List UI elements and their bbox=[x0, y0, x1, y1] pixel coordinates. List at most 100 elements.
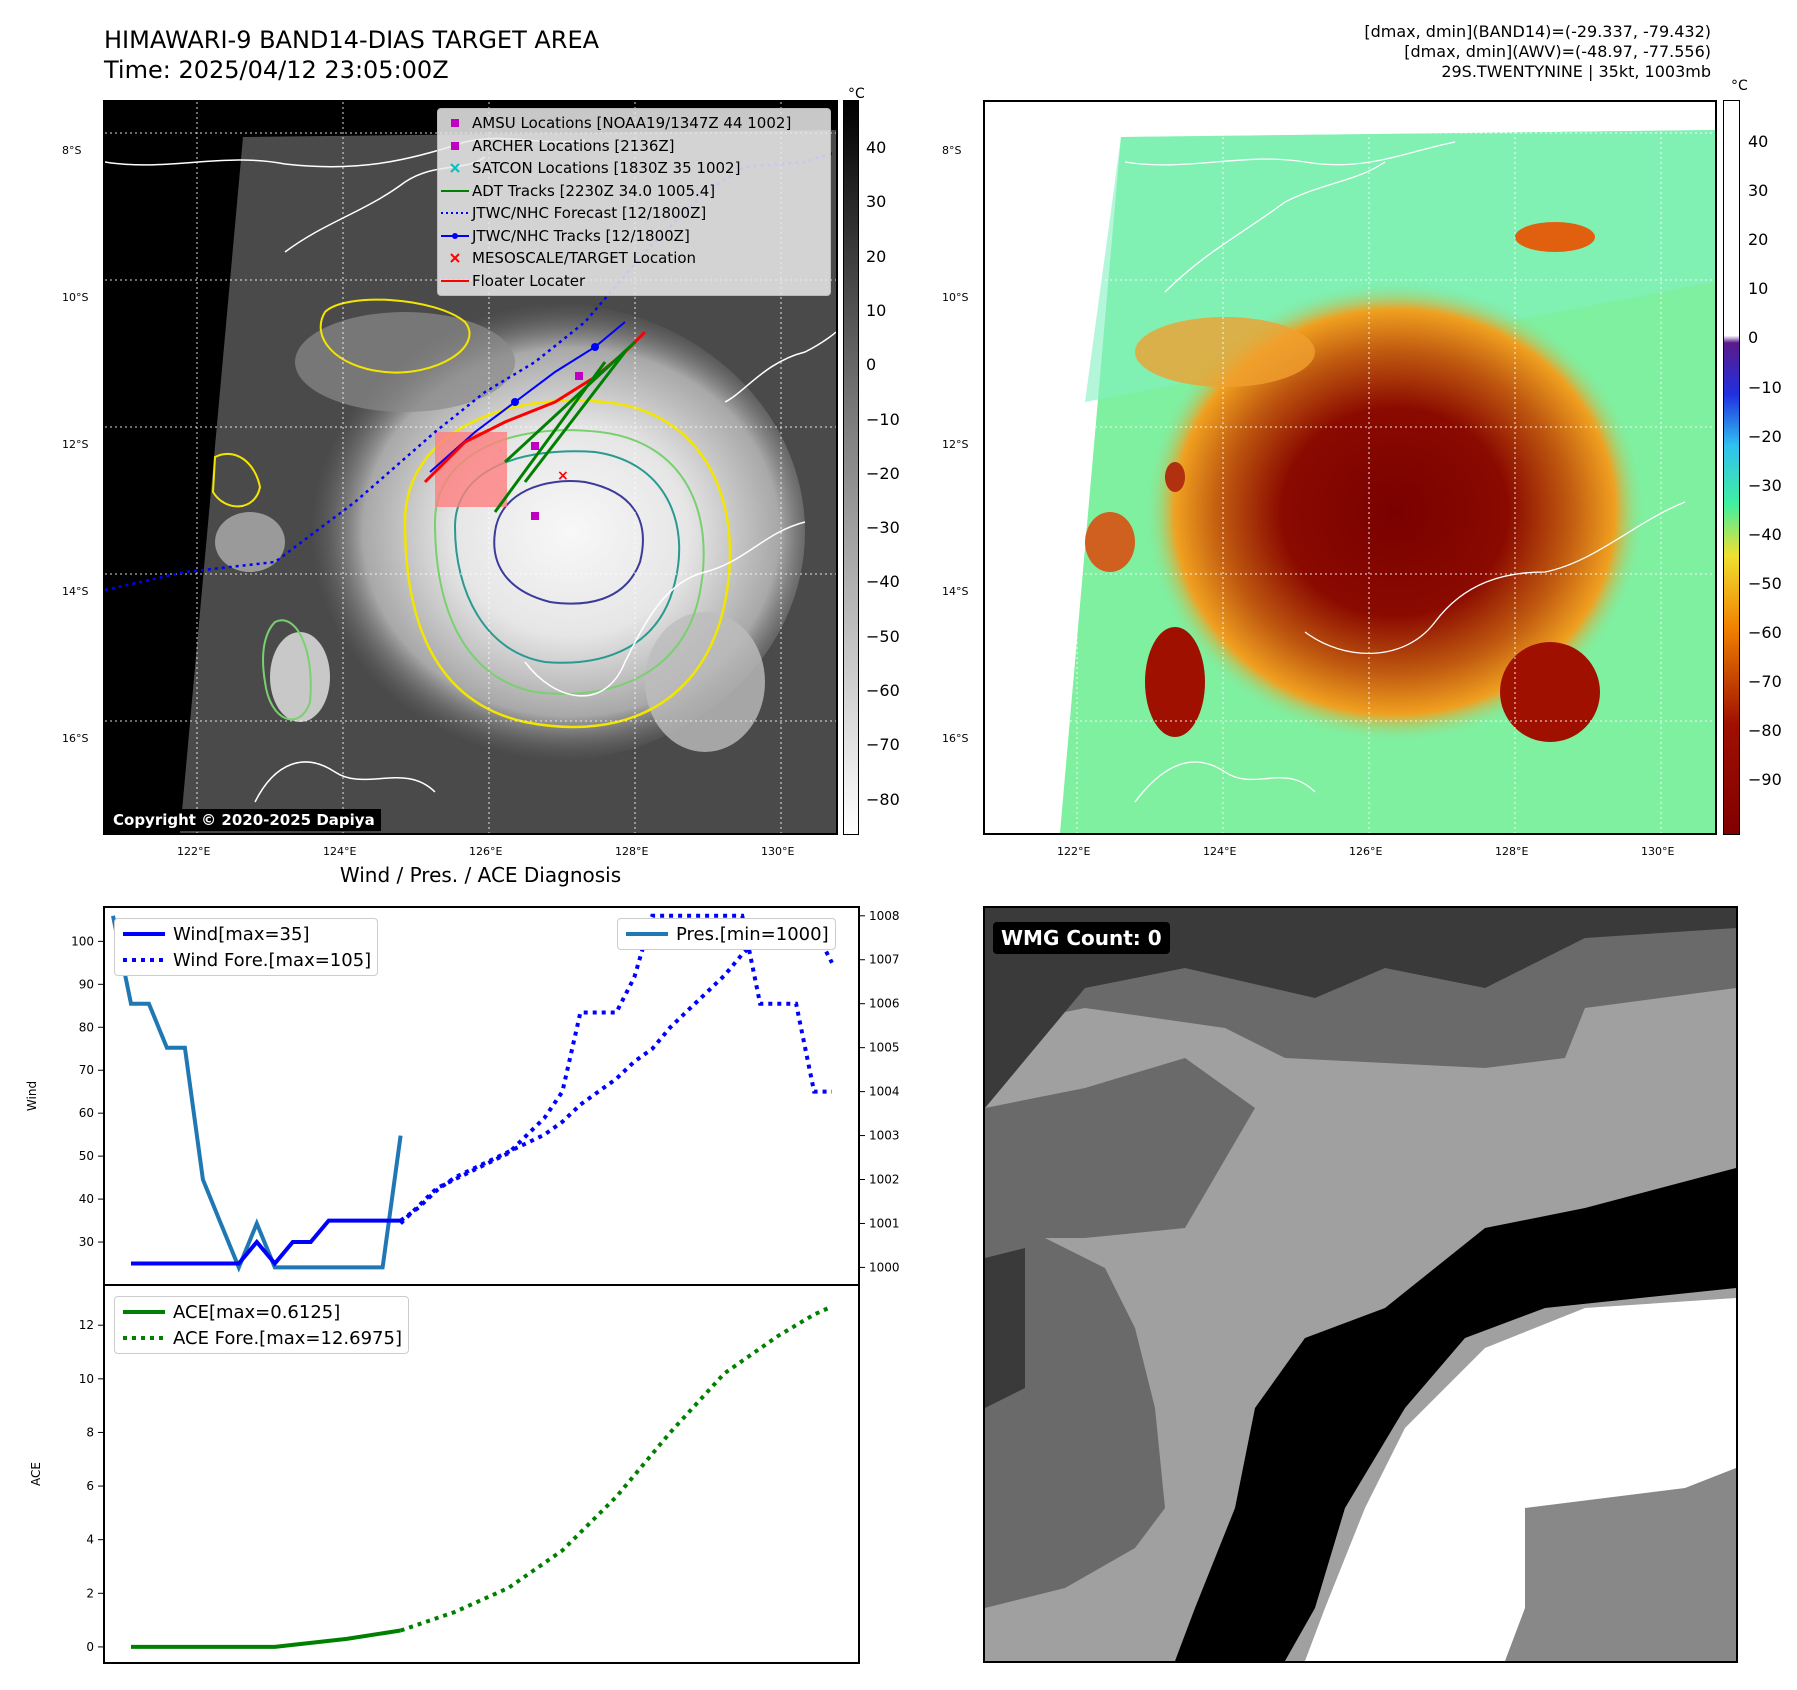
wind-fore-legend-label: Wind Fore.[max=105] bbox=[173, 949, 372, 971]
storm-info: 29S.TWENTYNINE | 35kt, 1003mb bbox=[1441, 62, 1711, 81]
lat-label: 16°S bbox=[942, 732, 969, 745]
awv-stats: [dmax, dmin](AWV)=(-48.97, -77.556) bbox=[1404, 42, 1711, 61]
colorbar-right-tick: −20 bbox=[1748, 426, 1782, 446]
pressure-forecast-line bbox=[399, 913, 832, 1225]
lat-label: 14°S bbox=[62, 585, 89, 598]
colorbar-right-tick: −30 bbox=[1748, 475, 1782, 495]
colorbar-left-unit: °C bbox=[848, 86, 865, 102]
legend-symbol bbox=[438, 117, 472, 129]
lat-label: 14°S bbox=[942, 585, 969, 598]
wind-tick-label: 100 bbox=[71, 934, 94, 948]
lat-label: 10°S bbox=[942, 291, 969, 304]
colorbar-left-tick: −50 bbox=[866, 626, 900, 646]
colorbar-left-tick: 0 bbox=[866, 355, 877, 375]
colorbar-left-tick: −60 bbox=[866, 681, 900, 700]
copyright: Copyright © 2020-2025 Dapiya bbox=[107, 809, 381, 831]
ace-tick-label: 12 bbox=[79, 1318, 94, 1332]
chart-title: HIMAWARI-9 BAND14-DIAS TARGET AREA bbox=[104, 26, 600, 54]
legend-label: SATCON Locations [1830Z 35 1002] bbox=[472, 159, 741, 178]
lat-label: 8°S bbox=[62, 144, 82, 157]
colorbar-right bbox=[1723, 100, 1740, 835]
lat-label: 12°S bbox=[942, 438, 969, 451]
diagnosis-title: Wind / Pres. / ACE Diagnosis bbox=[339, 863, 622, 887]
diagnosis-chart: 3040506070809010010001001100210031004100… bbox=[25, 906, 900, 1664]
colorbar-left-tick: 10 bbox=[866, 300, 887, 320]
lon-label: 122°E bbox=[177, 845, 211, 858]
legend-label: Floater Locater bbox=[472, 271, 586, 290]
colorbar-right-tick: −90 bbox=[1748, 770, 1782, 790]
pressure-line bbox=[111, 915, 403, 1273]
colorbar-left-tick: −30 bbox=[866, 518, 900, 538]
pressure-tick-label: 1006 bbox=[869, 997, 900, 1011]
lat-label: 12°S bbox=[62, 438, 89, 451]
colorbar-left-tick: −40 bbox=[866, 572, 900, 592]
colorbar-right-tick: −80 bbox=[1748, 721, 1782, 741]
map-legend-item: MESOSCALE/TARGET Location bbox=[438, 247, 830, 270]
colorbar-right-unit: °C bbox=[1731, 78, 1748, 94]
lon-label: 122°E bbox=[1057, 845, 1091, 858]
lat-label: 16°S bbox=[62, 732, 89, 745]
colorbar-left-tick: −10 bbox=[866, 409, 900, 429]
map-legend-item: JTWC/NHC Tracks [12/1800Z] bbox=[438, 225, 830, 248]
pressure-legend: Pres.[min=1000] bbox=[617, 918, 836, 950]
pressure-tick-label: 1000 bbox=[869, 1260, 900, 1274]
colorbar-left-tick: 20 bbox=[866, 246, 887, 266]
wind-tick-label: 30 bbox=[79, 1235, 94, 1249]
colorbar-right-tick: −50 bbox=[1748, 573, 1782, 593]
lon-label: 126°E bbox=[1349, 845, 1383, 858]
chart-timestamp: Time: 2025/04/12 23:05:00Z bbox=[104, 56, 449, 84]
legend-symbol bbox=[438, 230, 472, 242]
wmg-panel: WMG Count: 0 bbox=[983, 906, 1738, 1663]
ace-legend: ACE[max=0.6125] ACE Fore.[max=12.6975] bbox=[114, 1296, 409, 1354]
legend-label: ADT Tracks [2230Z 34.0 1005.4] bbox=[472, 181, 716, 200]
legend-label: JTWC/NHC Tracks [12/1800Z] bbox=[472, 226, 690, 245]
legend-symbol bbox=[438, 185, 472, 197]
map-legend-item: JTWC/NHC Forecast [12/1800Z] bbox=[438, 202, 830, 225]
ir-map-imagery: × bbox=[105, 102, 836, 833]
colorbar-right-tick: −40 bbox=[1748, 524, 1782, 544]
lon-label: 124°E bbox=[323, 845, 357, 858]
awv-map-imagery bbox=[985, 102, 1715, 833]
awv-map-panel bbox=[983, 100, 1717, 835]
colorbar-left-tick: 30 bbox=[866, 192, 887, 212]
map-legend-item: ARCHER Locations [2136Z] bbox=[438, 135, 830, 158]
colorbar-left-tick: 40 bbox=[866, 138, 887, 157]
band14-stats: [dmax, dmin](BAND14)=(-29.337, -79.432) bbox=[1364, 22, 1711, 41]
colorbar-left bbox=[843, 100, 859, 835]
ace-axis-label: ACE bbox=[29, 1462, 43, 1486]
colorbar-left-tick: −70 bbox=[866, 735, 900, 755]
colorbar-right-tick: 10 bbox=[1748, 279, 1769, 299]
colorbar-left-tick: −20 bbox=[866, 463, 900, 483]
legend-symbol bbox=[438, 162, 472, 174]
colorbar-right-tick: 20 bbox=[1748, 230, 1769, 250]
ace-fore-legend-label: ACE Fore.[max=12.6975] bbox=[173, 1327, 402, 1349]
legend-symbol bbox=[438, 275, 472, 287]
ace-tick-label: 2 bbox=[86, 1586, 94, 1600]
ace-tick-label: 8 bbox=[86, 1425, 94, 1439]
ace-forecast-line bbox=[399, 1304, 833, 1633]
pressure-tick-label: 1003 bbox=[869, 1129, 900, 1143]
colorbar-right-tick: −10 bbox=[1748, 377, 1782, 397]
ace-tick-label: 6 bbox=[86, 1479, 94, 1493]
wmg-imagery bbox=[985, 908, 1736, 1661]
colorbar-right-tick: 0 bbox=[1748, 328, 1759, 348]
legend-label: AMSU Locations [NOAA19/1347Z 44 1002] bbox=[472, 114, 792, 133]
colorbar-right-tick: −70 bbox=[1748, 672, 1782, 692]
pressure-tick-label: 1004 bbox=[869, 1085, 900, 1099]
lon-label: 130°E bbox=[1641, 845, 1675, 858]
legend-symbol bbox=[438, 140, 472, 152]
lon-label: 126°E bbox=[469, 845, 503, 858]
wind-tick-label: 70 bbox=[79, 1063, 94, 1077]
legend-symbol bbox=[438, 252, 472, 264]
colorbar-right-tick: 40 bbox=[1748, 132, 1769, 151]
map-legend: AMSU Locations [NOAA19/1347Z 44 1002] ARC… bbox=[437, 108, 831, 296]
legend-label: MESOSCALE/TARGET Location bbox=[472, 249, 697, 268]
map-legend-item: Floater Locater bbox=[438, 270, 830, 293]
wind-tick-label: 50 bbox=[79, 1149, 94, 1163]
svg-text:×: × bbox=[557, 468, 569, 484]
ace-tick-label: 4 bbox=[86, 1533, 94, 1547]
wmg-count: WMG Count: 0 bbox=[993, 922, 1170, 954]
lon-label: 128°E bbox=[1495, 845, 1529, 858]
ir-map-panel: × AMSU Locations [NOAA19/1347Z 44 1002] A… bbox=[103, 100, 838, 835]
legend-label: JTWC/NHC Forecast [12/1800Z] bbox=[472, 204, 707, 223]
